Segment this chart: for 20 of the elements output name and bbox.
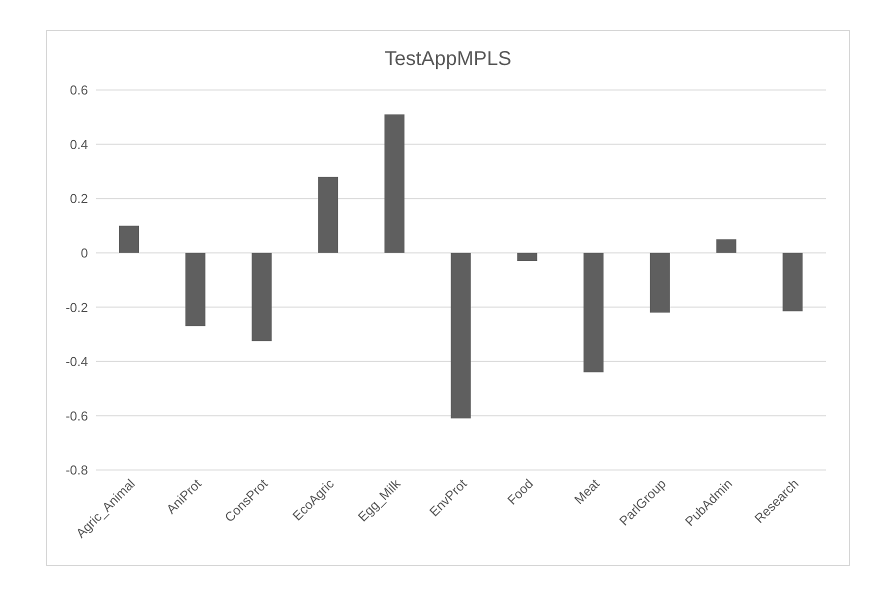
bar [119,226,139,253]
y-tick-label: -0.6 [66,408,88,424]
bar [450,252,471,418]
y-tick-label: -0.2 [66,300,88,315]
y-tick-label: -0.8 [66,462,88,478]
bar [716,239,736,253]
y-tick-label: 0.6 [70,82,88,98]
bar [517,252,538,261]
bar [650,252,670,313]
bar [185,252,206,326]
y-tick-label: 0 [80,245,88,260]
bar [782,252,803,312]
bar [252,252,272,342]
bar [318,176,338,253]
bar [584,252,604,372]
y-tick-label: 0.4 [70,136,88,152]
chart-title: TestAppMPLS [384,48,512,71]
y-tick-label: 0.2 [70,191,88,206]
bar [384,114,404,253]
y-tick-label: -0.4 [66,354,88,370]
